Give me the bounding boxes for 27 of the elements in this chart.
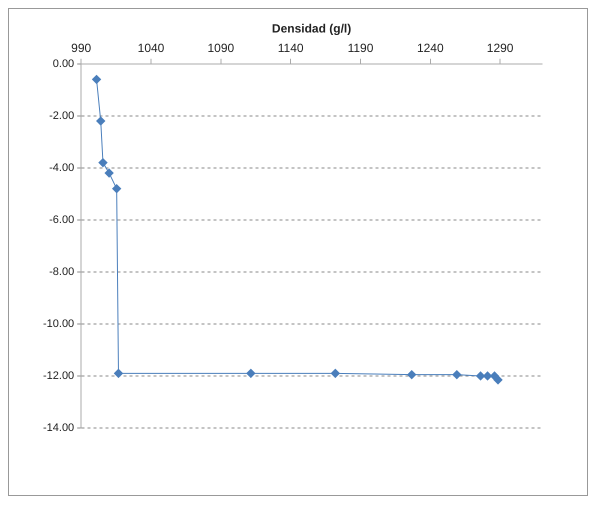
point bbox=[112, 184, 122, 194]
x-axis-title: Densidad (g/l) bbox=[272, 22, 352, 36]
y-tick-label: -12.00 bbox=[42, 370, 74, 382]
x-tick-label: 1190 bbox=[348, 40, 374, 55]
y-tick-label: -4.00 bbox=[49, 162, 74, 174]
point bbox=[114, 368, 123, 378]
x-tick-label: 1240 bbox=[416, 40, 444, 55]
y-tick-label: 0.00 bbox=[52, 58, 74, 70]
x-tick-label: 1140 bbox=[278, 40, 304, 55]
y-tick-label: -2.00 bbox=[49, 110, 74, 122]
y-tick-label: -8.00 bbox=[49, 266, 74, 278]
point bbox=[494, 375, 503, 384]
point bbox=[246, 368, 256, 378]
y-tick-label: -10.00 bbox=[42, 318, 74, 330]
point bbox=[104, 168, 114, 178]
point bbox=[452, 370, 462, 380]
x-tick-label: 990 bbox=[71, 40, 92, 55]
y-tick-label: -14.00 bbox=[42, 422, 74, 434]
point bbox=[96, 116, 106, 126]
x-tick-label: 1040 bbox=[138, 40, 165, 55]
point bbox=[330, 368, 340, 378]
point bbox=[98, 158, 108, 168]
x-tick-label: 1290 bbox=[486, 40, 514, 55]
point bbox=[407, 370, 416, 380]
point bbox=[92, 74, 102, 84]
y-tick-label: -6.00 bbox=[49, 214, 74, 226]
x-tick-label: 1090 bbox=[207, 40, 234, 55]
